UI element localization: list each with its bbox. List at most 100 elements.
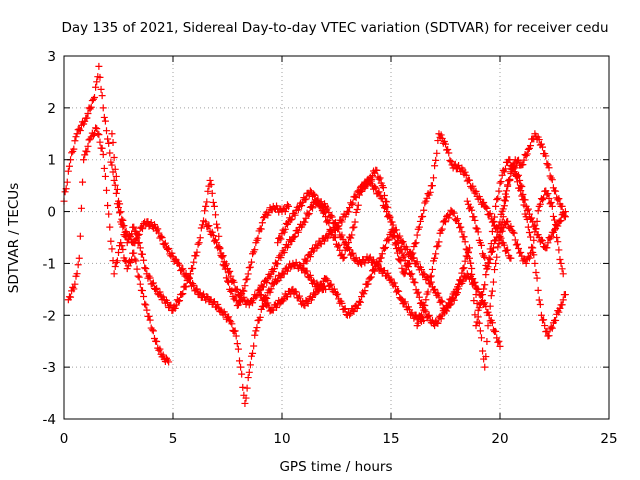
data-point — [280, 228, 288, 236]
y-tick-labels: -4 -3 -2 -1 0 1 2 3 — [43, 49, 56, 428]
data-point — [558, 301, 566, 309]
data-point — [145, 312, 153, 320]
data-point — [113, 185, 121, 193]
data-point — [207, 180, 215, 188]
data-point — [479, 291, 487, 299]
data-point — [153, 284, 161, 292]
data-point — [375, 188, 383, 196]
data-point — [338, 231, 346, 239]
data-point — [535, 296, 543, 304]
data-point — [494, 243, 502, 251]
data-point — [484, 308, 492, 316]
data-point — [461, 273, 469, 281]
data-point — [330, 285, 338, 293]
data-point — [503, 187, 511, 195]
data-point — [488, 228, 496, 236]
data-point — [347, 234, 355, 242]
data-point — [354, 201, 362, 209]
data-point — [82, 147, 90, 155]
data-point — [557, 217, 565, 225]
data-point — [304, 211, 312, 219]
data-point — [285, 241, 293, 249]
data-point — [414, 225, 422, 233]
data-point — [303, 267, 311, 275]
data-point — [352, 301, 360, 309]
data-point — [547, 174, 555, 182]
data-point — [517, 248, 525, 256]
data-point — [135, 273, 143, 281]
data-point — [534, 286, 542, 294]
data-point — [238, 370, 246, 378]
data-point — [277, 235, 285, 243]
data-point — [512, 241, 520, 249]
data-point — [482, 203, 490, 211]
data-point — [206, 176, 214, 184]
data-point — [403, 245, 411, 253]
data-point — [131, 255, 139, 263]
data-point — [156, 288, 164, 296]
data-point — [385, 273, 393, 281]
data-point — [546, 200, 554, 208]
data-point — [469, 213, 477, 221]
data-point — [328, 213, 336, 221]
data-point — [506, 254, 514, 262]
data-point — [409, 275, 417, 283]
data-point — [196, 234, 204, 242]
data-point — [319, 285, 327, 293]
data-point — [426, 273, 434, 281]
data-point — [373, 166, 381, 174]
data-point — [435, 238, 443, 246]
data-point — [115, 248, 122, 256]
data-point — [370, 266, 378, 274]
data-point — [291, 232, 299, 240]
data-point — [331, 218, 339, 226]
data-point — [559, 296, 567, 304]
data-point — [437, 227, 445, 235]
data-point — [150, 221, 158, 229]
data-point — [148, 280, 156, 288]
data-point — [525, 228, 533, 236]
data-point — [257, 225, 265, 233]
data-point — [513, 240, 521, 248]
data-point — [233, 302, 241, 310]
data-point — [101, 117, 109, 125]
data-point — [530, 251, 538, 259]
data-point — [277, 274, 285, 282]
data-point — [554, 238, 562, 246]
data-point — [233, 340, 241, 348]
data-point — [416, 313, 424, 321]
data-point — [109, 138, 117, 146]
data-point — [560, 291, 568, 299]
data-point — [430, 174, 438, 182]
data-point — [401, 269, 409, 277]
data-point — [195, 239, 203, 247]
data-point — [266, 288, 274, 296]
data-point — [364, 280, 372, 288]
data-point — [133, 265, 141, 273]
data-point — [128, 256, 136, 264]
data-point — [501, 165, 509, 173]
data-point — [194, 240, 202, 248]
data-point — [245, 368, 253, 376]
data-point — [325, 219, 333, 227]
data-point — [264, 299, 272, 307]
data-point — [427, 182, 435, 190]
data-point — [349, 224, 357, 232]
data-point — [204, 187, 212, 195]
data-point — [556, 304, 564, 312]
data-point — [112, 172, 120, 180]
data-point — [411, 279, 419, 287]
data-point — [129, 223, 137, 231]
data-point — [340, 305, 348, 313]
data-point — [100, 164, 108, 172]
data-point — [63, 178, 71, 186]
data-point — [558, 202, 566, 210]
data-point — [72, 133, 80, 141]
data-point — [87, 103, 95, 111]
data-point — [433, 149, 441, 157]
data-markers — [60, 62, 569, 407]
data-point — [396, 256, 404, 264]
data-point — [527, 249, 535, 257]
data-point — [404, 303, 412, 311]
data-point — [413, 258, 421, 266]
